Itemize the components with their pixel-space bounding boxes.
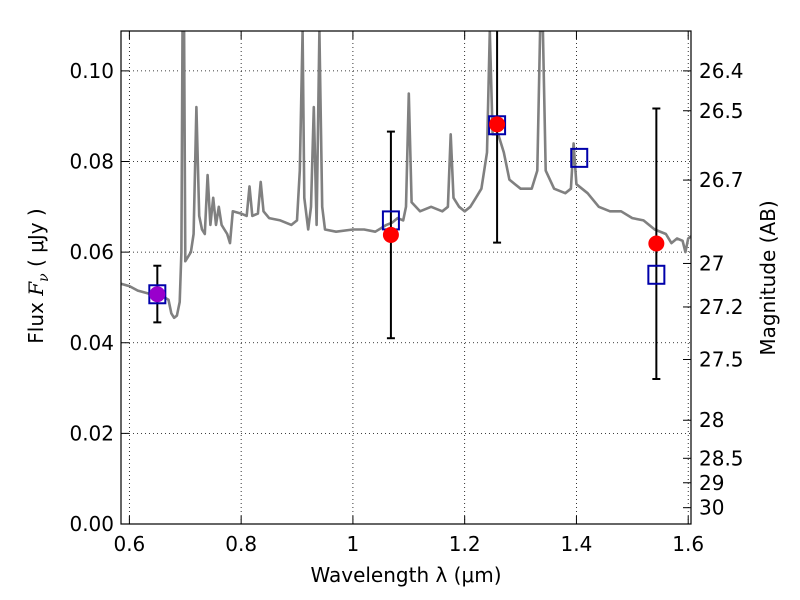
x-tick-label: 0.8 — [225, 532, 257, 556]
y2-tick-label: 28 — [699, 408, 724, 432]
y2-tick-label: 27 — [699, 251, 724, 275]
y2-tick-label: 26.4 — [699, 59, 744, 83]
observed-point — [648, 235, 665, 252]
axes — [120, 30, 692, 525]
y-axis-title: Flux Fν ( μJy ) — [24, 208, 52, 343]
observed-point — [382, 226, 399, 243]
y-tick-label: 0.06 — [69, 240, 114, 264]
y2-axis-title: Magnitude (AB) — [756, 200, 780, 355]
grid — [121, 31, 691, 525]
y-tick-label: 0.04 — [69, 331, 114, 355]
y2-tick-label: 28.5 — [699, 446, 744, 470]
observed-point — [149, 286, 166, 303]
plot-frame — [120, 30, 692, 525]
x-tick-label: 0.6 — [113, 532, 145, 556]
x-tick-label: 1.4 — [561, 532, 593, 556]
x-tick-label: 1.6 — [672, 532, 704, 556]
y2-tick-label: 26.5 — [699, 99, 744, 123]
y2-tick-label: 26.7 — [699, 168, 744, 192]
spectrum-line — [121, 31, 691, 320]
y-tick-label: 0.02 — [69, 421, 114, 445]
y2-tick-label: 27.2 — [699, 295, 744, 319]
y2-tick-label: 30 — [699, 496, 724, 520]
model-square-marker — [488, 115, 507, 136]
x-tick-label: 1 — [347, 532, 360, 556]
x-axis-title: Wavelength λ (μm) — [310, 563, 501, 587]
y-tick-label: 0.00 — [69, 512, 114, 536]
markers-layer — [148, 31, 666, 380]
y-tick-label: 0.10 — [69, 59, 114, 83]
spectrum-layer — [121, 31, 691, 320]
x-tick-label: 1.2 — [449, 532, 481, 556]
model-square-marker — [570, 147, 589, 168]
ticks: 0.6 0.8 1 1.2 1.4 1.6 0.00 0.02 0.04 0.06 0.08 0.10… — [69, 31, 744, 556]
observed-point — [489, 116, 506, 133]
y-tick-label: 0.08 — [69, 150, 114, 174]
y2-tick-label: 29 — [699, 471, 724, 495]
y2-tick-label: 27.5 — [699, 348, 744, 372]
model-square-marker — [647, 264, 666, 285]
